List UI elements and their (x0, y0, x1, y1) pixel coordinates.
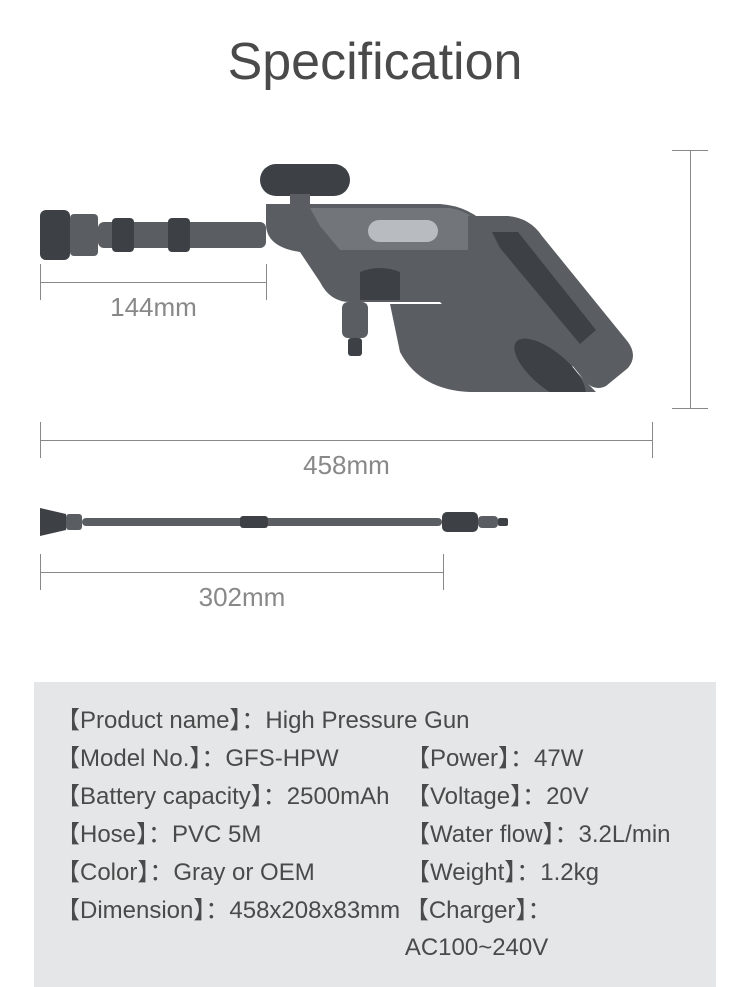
dim-body-width: 458mm (40, 450, 653, 481)
spec-voltage: 【Voltage】：20V (406, 778, 589, 816)
dim-lance-width: 302mm (40, 582, 444, 613)
spec-hose: 【Hose】：PVC 5M (56, 816, 406, 854)
spec-water-flow: 【Water flow】：3.2L/min (406, 816, 671, 854)
spec-table: 【Product name】：High Pressure Gun 【Model … (34, 682, 716, 987)
spec-dimension: 【Dimension】：458x208x83mm (56, 892, 405, 968)
spec-weight: 【Weight】：1.2kg (406, 854, 599, 892)
diagram-area: 144mm 208mm 458mm 302mm (0, 92, 750, 682)
lance-illustration (40, 500, 510, 544)
spec-power: 【Power】：47W (406, 740, 583, 778)
spec-color: 【Color】：Gray or OEM (56, 854, 406, 892)
pressure-gun-illustration (40, 132, 660, 392)
spec-charger: 【Charger】：AC100~240V (405, 892, 694, 968)
spec-battery: 【Battery capacity】：2500mAh (56, 778, 406, 816)
page-title: Specification (0, 0, 750, 92)
spec-product-name: 【Product name】：High Pressure Gun (56, 702, 694, 740)
dim-body-height: 208mm (698, 150, 750, 409)
dim-nozzle-width: 144mm (40, 292, 267, 323)
spec-model-no: 【Model No.】：GFS-HPW (56, 740, 406, 778)
